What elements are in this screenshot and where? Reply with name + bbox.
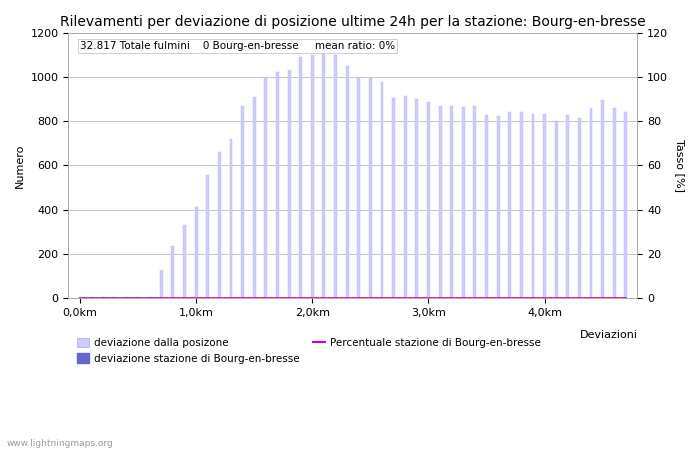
Text: Deviazioni: Deviazioni (580, 329, 638, 340)
Text: www.lightningmaps.org: www.lightningmaps.org (7, 439, 113, 448)
Bar (450, 106, 453, 298)
Bar (566, 115, 569, 298)
Bar (508, 112, 511, 298)
Bar (381, 81, 384, 298)
Bar (462, 107, 465, 298)
Bar (183, 225, 186, 298)
Bar (276, 72, 279, 298)
Bar (473, 106, 476, 298)
Bar (543, 113, 546, 298)
Bar (357, 77, 360, 298)
Bar (288, 71, 290, 298)
Bar (160, 270, 163, 298)
Bar (230, 139, 232, 298)
Bar (253, 97, 256, 298)
Bar (589, 108, 592, 298)
Bar (299, 57, 302, 298)
Y-axis label: Numero: Numero (15, 143, 25, 188)
Bar (323, 54, 326, 298)
Bar (241, 106, 244, 298)
Bar (427, 103, 430, 298)
Bar (485, 115, 488, 298)
Legend: deviazione dalla posizone, deviazione stazione di Bourg-en-bresse, Percentuale s: deviazione dalla posizone, deviazione st… (74, 335, 545, 367)
Bar (404, 96, 407, 298)
Bar (520, 112, 523, 298)
Bar (392, 98, 395, 298)
Bar (218, 152, 220, 298)
Bar (415, 99, 419, 298)
Bar (554, 121, 558, 298)
Title: Rilevamenti per deviazione di posizione ultime 24h per la stazione: Bourg-en-bre: Rilevamenti per deviazione di posizione … (60, 15, 646, 29)
Bar (624, 112, 627, 298)
Bar (195, 207, 197, 298)
Bar (172, 246, 174, 298)
Y-axis label: Tasso [%]: Tasso [%] (675, 139, 685, 192)
Bar (497, 116, 500, 298)
Bar (265, 77, 267, 298)
Bar (601, 100, 604, 298)
Bar (346, 66, 349, 298)
Bar (311, 55, 314, 298)
Bar (369, 78, 372, 298)
Bar (439, 106, 442, 298)
Text: 32.817 Totale fulmini    0 Bourg-en-bresse     mean ratio: 0%: 32.817 Totale fulmini 0 Bourg-en-bresse … (80, 41, 395, 51)
Bar (578, 118, 581, 298)
Bar (334, 55, 337, 298)
Bar (612, 108, 616, 298)
Bar (531, 113, 534, 298)
Bar (206, 176, 209, 298)
Bar (78, 297, 81, 298)
